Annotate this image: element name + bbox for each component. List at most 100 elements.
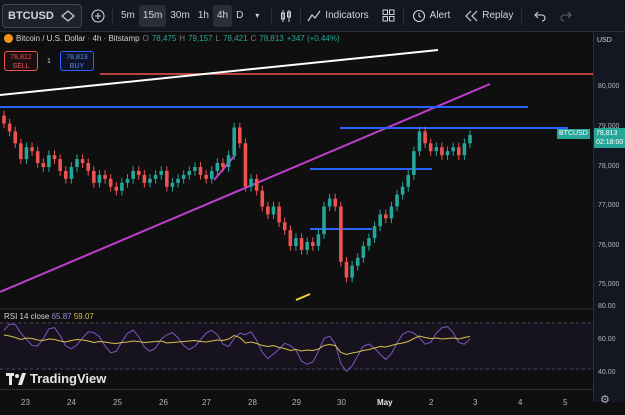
timeframe-1h[interactable]: 1h [197, 10, 209, 21]
candle-up [451, 147, 455, 152]
candle-up [226, 155, 231, 167]
price-axis[interactable]: USD 80,000 79,000 78,000 77,000 76,000 7… [593, 32, 625, 402]
symbol-name: BTCUSD [8, 9, 54, 22]
candle-down [238, 127, 242, 144]
candle-down [13, 131, 18, 144]
timeframe-15m[interactable]: 15m [138, 4, 167, 27]
candle-up [271, 206, 276, 215]
indicators-button[interactable]: Indicators [307, 9, 369, 23]
low-value: 78,421 [223, 34, 248, 43]
bitcoin-icon [4, 34, 13, 43]
candle-up [75, 159, 79, 167]
indicators-icon [307, 10, 321, 21]
candle-up [462, 143, 467, 156]
candle-down [19, 143, 23, 160]
high-label: H [179, 34, 186, 43]
divider [271, 6, 273, 25]
chart-settings-gear-icon[interactable]: ⚙ [600, 394, 610, 406]
time-label: 29 [292, 398, 301, 407]
divider [112, 6, 113, 25]
candle-up [412, 151, 416, 175]
replay-button[interactable]: Replay [464, 10, 513, 22]
rsi-axis-label: 40.00 [598, 369, 616, 376]
candle-up [316, 234, 321, 246]
timeframe-dropdown-icon[interactable]: ▾ [255, 11, 260, 20]
candle-up [249, 178, 253, 187]
candle-up [69, 167, 74, 179]
layouts-grid-icon[interactable] [379, 6, 399, 26]
replay-label: Replay [482, 10, 514, 21]
candle-down [277, 206, 281, 223]
legend-title: Bitcoin / U.S. Dollar · 4h · Bitstamp [16, 34, 140, 43]
symbol-search[interactable]: BTCUSD [2, 3, 82, 28]
candle-down [108, 178, 113, 187]
order-quantity[interactable]: 1 [47, 58, 51, 65]
timeframe-5m[interactable]: 5m [121, 10, 135, 21]
currency-label[interactable]: USD [597, 37, 612, 44]
candle-down [7, 123, 12, 132]
candle-up [445, 151, 450, 156]
time-axis[interactable]: 23 24 25 26 27 28 29 30 May 2 3 4 5 [0, 389, 593, 415]
candle-up [305, 242, 309, 250]
candle-down [266, 206, 270, 215]
symbol-price-tag: BTCUSD [557, 129, 590, 139]
timeframe-30m[interactable]: 30m [170, 10, 190, 21]
rsi-value: 65.87 [51, 312, 72, 321]
rsi-ma-line [3, 334, 471, 356]
candle-down [440, 147, 444, 156]
candle-down [260, 190, 265, 207]
undo-icon[interactable] [530, 6, 550, 26]
candle-style-icon[interactable] [276, 6, 296, 26]
divider [521, 6, 523, 25]
candle-up [395, 194, 399, 207]
compare-icon[interactable] [61, 9, 75, 22]
buy-button[interactable]: 78,813 BUY [60, 51, 94, 71]
candle-up [215, 163, 220, 171]
price-label: 80,000 [598, 83, 620, 90]
candle-down [142, 174, 147, 183]
time-label: 4 [518, 398, 523, 407]
candlestick-chart[interactable] [0, 32, 593, 389]
candle-up [367, 238, 371, 246]
time-label: 5 [563, 398, 568, 407]
high-value: 79,157 [188, 34, 213, 43]
timeframe-4h[interactable]: 4h [212, 4, 233, 27]
candle-up [322, 206, 326, 235]
candle-up [378, 214, 382, 227]
time-label: 28 [248, 398, 257, 407]
time-label: May [377, 398, 393, 407]
candle-down [52, 155, 57, 160]
candle-up [468, 135, 472, 144]
rsi-axis-label: 80.00 [598, 303, 616, 310]
time-label: 23 [21, 398, 30, 407]
candle-up [97, 174, 102, 183]
candle-down [423, 131, 427, 144]
candle-up [434, 147, 439, 152]
candle-up [400, 186, 405, 195]
candle-down [333, 198, 338, 207]
candle-down [288, 230, 293, 246]
sell-button[interactable]: 78,812 SELL [4, 51, 38, 71]
candle-up [350, 265, 354, 278]
divider [402, 6, 404, 25]
candle-up [327, 198, 332, 207]
time-label: 24 [67, 398, 76, 407]
candle-up [176, 178, 180, 183]
candle-down [63, 170, 68, 179]
candle-down [243, 143, 248, 187]
candle-up [47, 155, 51, 167]
time-label: 26 [159, 398, 168, 407]
rsi-legend: RSI 14 close 65.87 59.07 [4, 312, 94, 321]
low-label: L [215, 34, 220, 43]
close-value: 78,813 [259, 34, 284, 43]
alert-button[interactable]: Alert [412, 9, 450, 23]
chart-pane[interactable] [0, 32, 593, 389]
candle-up [125, 178, 130, 183]
timeframe-d[interactable]: D [236, 10, 244, 21]
candle-down [428, 143, 433, 152]
candle-down [136, 170, 141, 175]
price-label: 76,000 [598, 242, 620, 249]
time-label: 30 [337, 398, 346, 407]
redo-icon[interactable] [556, 6, 576, 26]
add-symbol-icon[interactable] [88, 6, 108, 26]
